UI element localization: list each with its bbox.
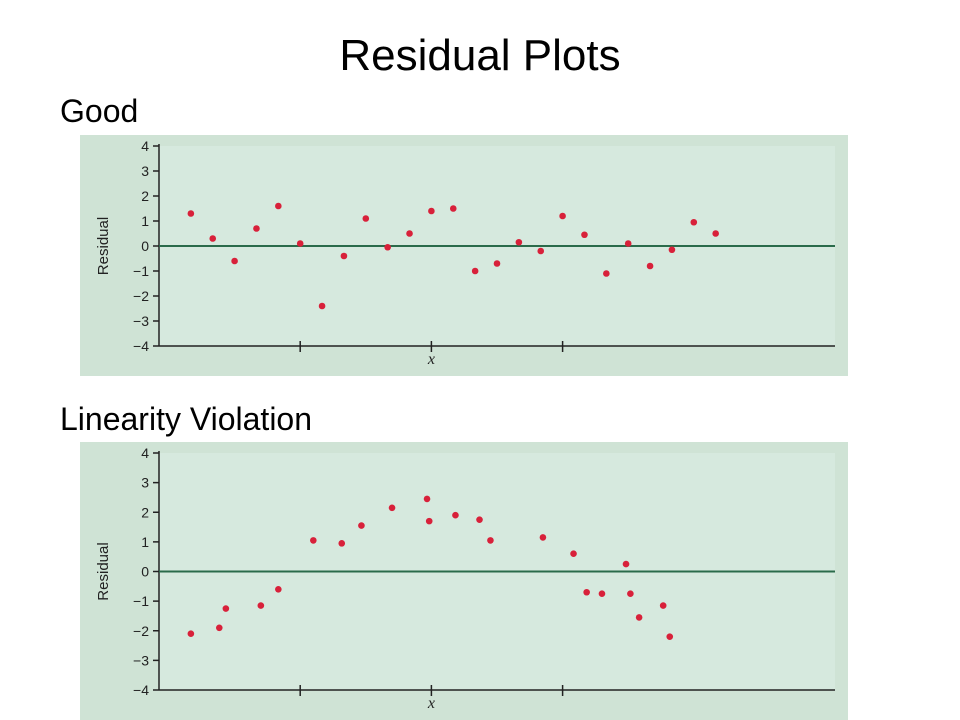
residual-chart-linearity-violation: 4 3 2 1 0 −1 −2 −3 −4 Residual x [80, 442, 848, 720]
section-label-linearity-violation: Linearity Violation [60, 401, 313, 437]
data-point [583, 588, 590, 596]
data-point [253, 225, 260, 232]
y-tick-label: −2 [133, 288, 149, 304]
y-axis-title: Residual [95, 542, 112, 600]
data-point [340, 252, 348, 260]
data-point [215, 624, 223, 632]
data-point [646, 262, 654, 270]
data-point [187, 210, 195, 217]
y-tick-label: 2 [141, 188, 149, 204]
data-point [362, 215, 370, 222]
data-point [537, 247, 545, 255]
data-point [257, 602, 265, 609]
y-tick-label: 4 [141, 445, 149, 461]
data-point [476, 516, 483, 523]
data-point [598, 590, 606, 598]
data-point [423, 495, 431, 503]
data-point [559, 212, 566, 220]
data-point [425, 517, 433, 525]
data-point [581, 231, 588, 239]
y-tick-label: 4 [141, 138, 149, 154]
y-tick-label: −4 [133, 682, 149, 698]
data-point [690, 218, 698, 226]
residual-chart-good: 4 3 2 1 0 −1 −2 −3 −4 Residual x [80, 135, 848, 376]
data-point [622, 560, 630, 568]
data-point [659, 602, 667, 609]
data-point [635, 614, 643, 621]
data-point [388, 504, 396, 512]
y-tick-label: 1 [141, 534, 149, 550]
data-point [296, 240, 304, 247]
data-point [275, 202, 282, 210]
data-point [668, 246, 676, 254]
chart-svg: 4 3 2 1 0 −1 −2 −3 −4 Residual x [80, 135, 848, 376]
data-point [338, 540, 346, 547]
y-tick-label: 0 [141, 564, 149, 580]
data-point [515, 238, 523, 246]
section-label-good: Good [60, 93, 139, 129]
y-tick-label: 3 [141, 475, 149, 491]
x-axis-title: x [427, 695, 435, 712]
data-point [452, 511, 459, 519]
data-point [275, 585, 282, 593]
y-tick-label: 2 [141, 504, 149, 520]
data-point [187, 630, 195, 638]
data-point [471, 267, 479, 275]
y-tick-label: −2 [133, 623, 149, 639]
data-point [712, 230, 719, 237]
y-tick-label: 0 [141, 238, 149, 254]
x-axis-title: x [427, 351, 435, 368]
y-tick-label: −3 [133, 652, 149, 668]
y-tick-label: 1 [141, 213, 149, 229]
data-point [428, 207, 435, 215]
y-tick-label: −4 [133, 338, 149, 354]
data-point [231, 257, 238, 265]
data-point [318, 302, 326, 310]
slide-title: Residual Plots [339, 31, 621, 80]
data-point [358, 522, 365, 529]
data-point [384, 243, 391, 251]
y-tick-label: 3 [141, 163, 149, 179]
data-point [624, 240, 632, 247]
data-point [222, 605, 230, 612]
data-point [493, 260, 501, 267]
data-point [627, 590, 634, 598]
chart-svg: 4 3 2 1 0 −1 −2 −3 −4 Residual x [80, 442, 848, 720]
data-point [449, 205, 457, 212]
y-axis-title: Residual [95, 217, 112, 275]
y-tick-label: −3 [133, 313, 149, 329]
y-tick-label: −1 [133, 263, 149, 279]
data-point [487, 537, 494, 544]
y-tick-label: −1 [133, 593, 149, 609]
data-point [539, 534, 547, 541]
data-point [666, 633, 674, 640]
data-point [570, 550, 577, 558]
data-point [406, 230, 413, 237]
data-point [603, 270, 610, 277]
data-point [310, 537, 317, 544]
data-point [209, 235, 217, 242]
